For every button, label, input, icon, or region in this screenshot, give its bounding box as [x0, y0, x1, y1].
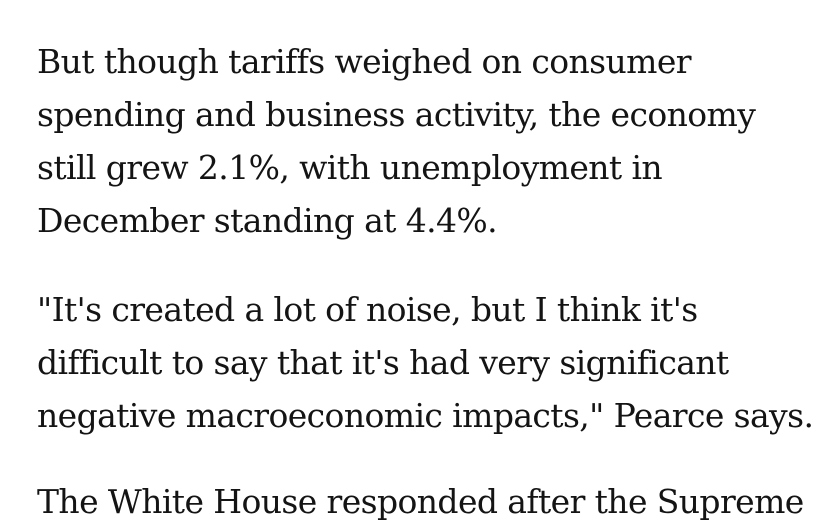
- paragraph-line: December standing at 4.4%.: [37, 201, 498, 240]
- article-paragraph-quote: "It's created a lot of noise, but I thin…: [37, 283, 814, 442]
- article-paragraph-cut-off: The White House responded after the Supr…: [37, 475, 804, 528]
- paragraph-line: But though tariffs weighed on consumer: [37, 42, 692, 81]
- paragraph-line: The White House responded after the Supr…: [37, 482, 804, 521]
- article-paragraph: But though tariffs weighed on consumer s…: [37, 35, 756, 247]
- paragraph-line: still grew 2.1%, with unemployment in: [37, 148, 663, 187]
- paragraph-line: "It's created a lot of noise, but I thin…: [37, 290, 698, 329]
- paragraph-line: spending and business activity, the econ…: [37, 95, 756, 134]
- paragraph-line: negative macroeconomic impacts," Pearce …: [37, 396, 814, 435]
- paragraph-line: difficult to say that it's had very sign…: [37, 343, 729, 382]
